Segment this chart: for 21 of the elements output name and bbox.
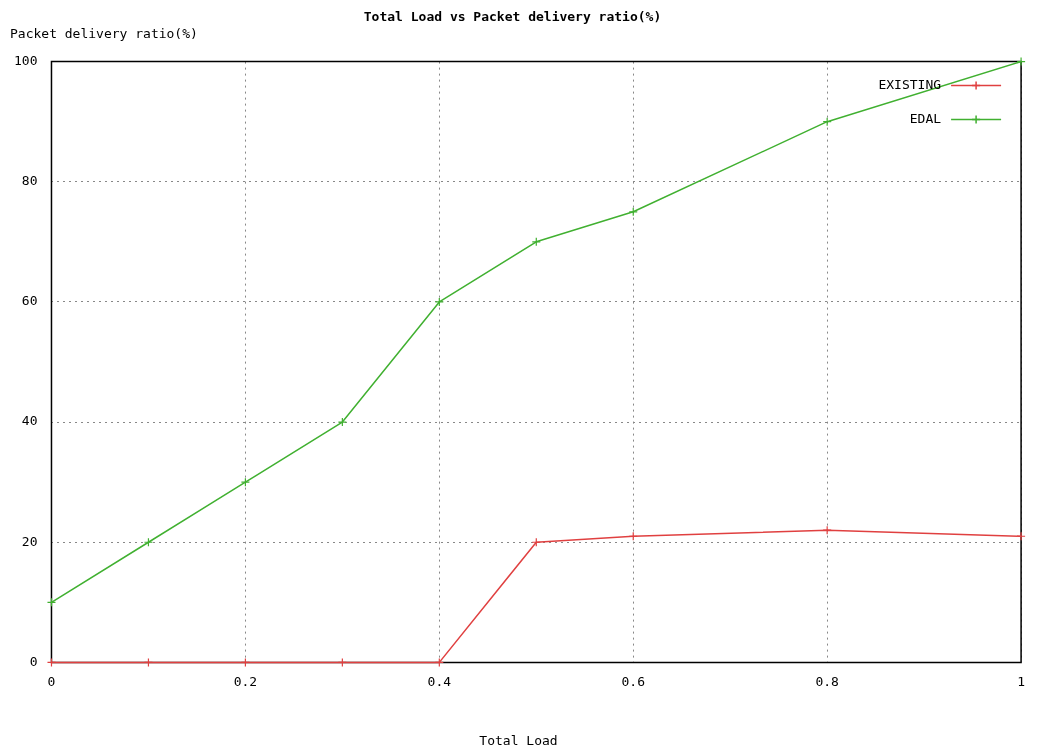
point <box>337 417 347 427</box>
point <box>1016 57 1026 67</box>
x-tick-label: 0.8 <box>815 673 839 689</box>
y-tick-label: 20 <box>21 533 38 549</box>
point <box>434 297 444 307</box>
y-tick-label: 0 <box>29 653 38 669</box>
x-tick-label: 0.2 <box>233 673 258 689</box>
y-tick-label: 60 <box>21 293 38 309</box>
x-tick-label: 0.6 <box>621 673 645 689</box>
x-axis-title: Total Load <box>478 733 559 748</box>
x-tick-label: 0.4 <box>427 673 452 689</box>
y-tick-label: 100 <box>14 52 38 68</box>
legend-label: EDAL <box>909 110 942 126</box>
legend-label: EXISTING <box>878 76 942 92</box>
y-tick-label: 40 <box>21 413 38 429</box>
point <box>1016 531 1026 541</box>
y-tick-label: 80 <box>21 173 38 189</box>
chart-title: Total Load vs Packet delivery ratio(%) <box>363 9 662 25</box>
y-axis-title: Packet delivery ratio(%) <box>10 26 198 41</box>
x-tick-label: 0 <box>47 673 56 689</box>
x-tick-label: 1 <box>1017 673 1025 689</box>
